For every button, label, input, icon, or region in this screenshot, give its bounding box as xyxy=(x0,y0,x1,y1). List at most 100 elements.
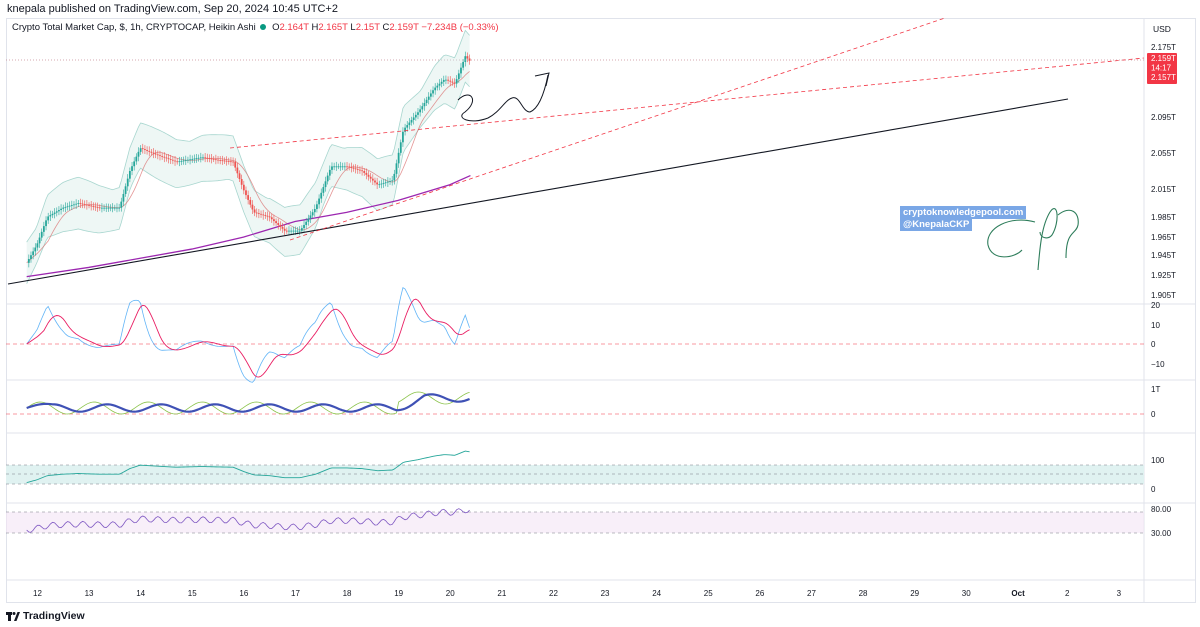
candle-body xyxy=(339,166,342,168)
time-tick-label: 22 xyxy=(549,589,558,598)
candle-body xyxy=(438,83,441,86)
candle-body xyxy=(285,230,288,232)
footer: TradingView xyxy=(0,606,1200,627)
time-tick-label: 24 xyxy=(652,589,661,598)
candle-body xyxy=(393,173,396,181)
candle-body xyxy=(212,158,215,160)
time-tick-label: 16 xyxy=(239,589,248,598)
signature-scribble xyxy=(987,208,1079,271)
candle-body xyxy=(137,151,140,157)
candle-body xyxy=(150,151,153,153)
last-price-tag-text: 2.157T xyxy=(1151,73,1176,82)
candle-body xyxy=(343,166,346,168)
candle-body xyxy=(34,247,37,252)
candle-body xyxy=(77,203,80,204)
candle-body xyxy=(468,58,471,61)
candle-body xyxy=(335,166,338,168)
candle-body xyxy=(451,81,454,83)
price-tick-label: 1.965T xyxy=(1151,233,1176,242)
candle-body xyxy=(208,158,211,159)
candle-body xyxy=(462,61,465,68)
candle-body xyxy=(139,148,142,152)
candle-body xyxy=(279,224,282,227)
candle-body xyxy=(83,204,86,205)
price-tick-label: 2.175T xyxy=(1151,43,1176,52)
candle-body xyxy=(322,187,325,193)
candle-body xyxy=(156,154,159,156)
candle-body xyxy=(251,204,254,210)
candle-body xyxy=(144,149,146,151)
candle-body xyxy=(389,181,391,182)
candle-body xyxy=(449,80,452,82)
watermark-url: cryptoknowledgepool.com xyxy=(900,206,1027,219)
candle-body xyxy=(27,259,30,263)
indicator-tick-label: 100 xyxy=(1151,456,1165,465)
candle-body xyxy=(331,166,333,170)
candle-body xyxy=(352,167,355,169)
candle-body xyxy=(378,184,381,186)
currency-label[interactable]: USD xyxy=(1153,24,1171,34)
candle-body xyxy=(311,212,314,216)
candle-body xyxy=(111,207,114,209)
candle-body xyxy=(410,119,413,123)
candle-body xyxy=(133,161,136,167)
candle-body xyxy=(419,109,422,113)
candle-body xyxy=(197,157,200,159)
candle-body xyxy=(391,180,394,182)
candle-body xyxy=(116,207,118,209)
bollinger-lower-line xyxy=(26,81,470,284)
bollinger-band-fill xyxy=(26,30,470,284)
candle-body xyxy=(32,251,35,256)
candle-body xyxy=(281,226,284,229)
candle-body xyxy=(455,79,458,84)
candle-body xyxy=(313,209,316,213)
candle-body xyxy=(206,157,209,159)
candle-body xyxy=(68,205,71,207)
candle-body xyxy=(275,221,277,224)
candle-body xyxy=(245,190,247,196)
candle-body xyxy=(453,82,456,84)
time-tick-label: 13 xyxy=(85,589,94,598)
candle-body xyxy=(128,171,131,179)
low-key: L xyxy=(350,22,356,33)
symbol-title[interactable]: Crypto Total Market Cap, $, 1h, CRYPTOCA… xyxy=(12,22,256,33)
tradingview-brand[interactable]: TradingView xyxy=(23,610,85,622)
candle-body xyxy=(290,230,293,232)
candle-body xyxy=(55,211,58,213)
candle-body xyxy=(75,203,78,205)
indicator-tick-label: 30.00 xyxy=(1151,529,1172,538)
candle-body xyxy=(195,158,198,160)
candle-body xyxy=(414,114,417,118)
candle-body xyxy=(219,160,222,161)
candle-body xyxy=(300,228,303,231)
candle-body xyxy=(341,166,344,168)
candle-body xyxy=(40,231,43,238)
candle-body xyxy=(307,218,310,222)
candle-body xyxy=(303,224,305,229)
candle-body xyxy=(440,81,443,84)
watermark-handle: @KnepalaCKP xyxy=(900,218,973,231)
candle-body xyxy=(146,150,148,151)
candle-body xyxy=(135,156,138,162)
candle-body xyxy=(73,204,75,206)
candle-body xyxy=(60,208,62,211)
candle-body xyxy=(457,73,460,80)
candle-body xyxy=(174,160,176,162)
candle-body xyxy=(374,180,376,183)
candle-body xyxy=(395,163,398,174)
candle-body xyxy=(51,213,54,216)
candle-body xyxy=(45,220,47,227)
candle-body xyxy=(354,168,357,170)
price-tick-label: 2.055T xyxy=(1151,149,1176,158)
candle-body xyxy=(318,198,320,205)
macd-signal-line xyxy=(26,298,470,378)
candle-body xyxy=(268,216,271,218)
candle-body xyxy=(109,207,112,209)
candle-body xyxy=(442,79,445,82)
time-tick-label: 28 xyxy=(859,589,868,598)
candle-body xyxy=(159,155,161,157)
candle-body xyxy=(193,158,196,160)
symbol-legend: Crypto Total Market Cap, $, 1h, CRYPTOCA… xyxy=(12,22,499,33)
indicator-tick-label: 0 xyxy=(1151,485,1156,494)
